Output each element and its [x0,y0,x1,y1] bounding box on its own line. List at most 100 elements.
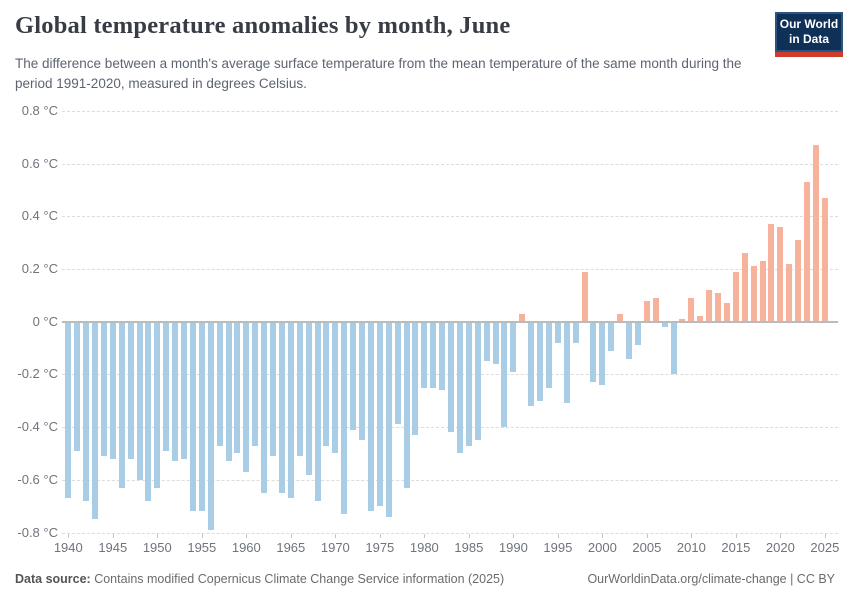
bar-1955[interactable] [198,321,205,512]
bar-2021[interactable] [786,263,793,322]
bar-1988[interactable] [492,321,499,364]
bar-1992[interactable] [528,321,535,407]
bar-1973[interactable] [359,321,366,441]
bar-2014[interactable] [723,303,730,322]
bar-2002[interactable] [617,313,624,322]
bar-2006[interactable] [652,297,659,322]
bar-1961[interactable] [252,321,259,446]
bar-1986[interactable] [474,321,481,441]
bar-2013[interactable] [715,292,722,322]
bar-2008[interactable] [670,321,677,375]
x-axis-label-2025: 2025 [810,539,840,555]
bar-1971[interactable] [341,321,348,515]
bar-1956[interactable] [207,321,214,530]
bar-1991[interactable] [519,313,526,322]
bar-1952[interactable] [172,321,179,462]
bar-1994[interactable] [545,321,552,388]
bar-1996[interactable] [563,321,570,404]
bar-2009[interactable] [679,319,686,322]
owid-url-license[interactable]: OurWorldinData.org/climate-change | CC B… [587,572,835,586]
bar-1957[interactable] [216,321,223,446]
bar-1970[interactable] [332,321,339,454]
bar-1989[interactable] [501,321,508,428]
bar-1997[interactable] [572,321,579,343]
y-axis-label-0.8: 0.8 °C [21,102,58,118]
x-axis-label-1945: 1945 [98,539,128,555]
bar-1953[interactable] [181,321,187,459]
bar-2022[interactable] [795,239,802,322]
bar-2010[interactable] [688,297,695,322]
y-gridline-0.4 [62,216,838,218]
bar-2024[interactable] [812,145,819,322]
bar-1965[interactable] [287,321,294,499]
bar-1948[interactable] [136,321,143,480]
bar-1968[interactable] [314,321,321,501]
bar-1963[interactable] [270,321,277,457]
bar-1951[interactable] [163,321,170,451]
x-tick-1975 [379,533,381,538]
bar-2018[interactable] [759,261,766,322]
bar-1998[interactable] [581,271,588,322]
bar-2015[interactable] [732,271,739,322]
bar-2001[interactable] [608,321,615,351]
bar-2019[interactable] [768,224,775,322]
bar-1985[interactable] [465,321,472,446]
chart-footer: Data source: Contains modified Copernicu… [0,566,850,600]
bar-1975[interactable] [376,321,383,507]
x-axis-label-2020: 2020 [765,539,795,555]
bar-1972[interactable] [350,321,357,430]
bar-1954[interactable] [189,321,196,512]
bar-1979[interactable] [412,321,419,436]
bar-2000[interactable] [599,321,606,385]
bar-1960[interactable] [243,321,250,472]
bar-1945[interactable] [109,321,116,459]
x-axis-label-1975: 1975 [365,539,395,555]
bar-2004[interactable] [634,321,641,346]
bar-1949[interactable] [145,321,152,501]
bar-2023[interactable] [804,181,811,322]
owid-logo[interactable]: Our World in Data [775,12,843,52]
bar-1976[interactable] [385,321,392,517]
bar-1942[interactable] [83,321,90,501]
bar-1999[interactable] [590,321,597,383]
bar-1969[interactable] [323,321,330,446]
y-axis-label--0.8: -0.8 °C [17,524,58,540]
bar-1984[interactable] [456,321,463,454]
bar-1980[interactable] [421,321,428,388]
bar-1946[interactable] [118,321,125,488]
bar-1947[interactable] [127,321,134,459]
bar-2012[interactable] [706,290,713,322]
bar-2020[interactable] [777,226,784,322]
bar-1990[interactable] [510,321,517,372]
bar-1974[interactable] [367,321,374,512]
x-axis-label-1940: 1940 [53,539,83,555]
bar-2017[interactable] [750,266,757,322]
bar-1941[interactable] [74,321,81,451]
bar-1967[interactable] [305,321,312,475]
bar-1962[interactable] [261,321,268,494]
bar-1958[interactable] [225,321,232,462]
bar-2005[interactable] [643,300,650,322]
bar-2025[interactable] [821,197,828,322]
bar-1978[interactable] [403,321,410,488]
bar-1959[interactable] [234,321,241,454]
bar-1982[interactable] [439,321,446,391]
bar-1995[interactable] [554,321,561,343]
bar-1966[interactable] [296,321,303,457]
bar-1964[interactable] [278,321,285,494]
bar-2016[interactable] [741,253,748,322]
bar-2003[interactable] [626,321,633,359]
bar-1943[interactable] [92,321,98,520]
x-axis-label-2005: 2005 [632,539,662,555]
bar-1940[interactable] [65,321,72,499]
y-gridline--0.8 [62,532,838,534]
bar-2011[interactable] [697,316,704,322]
bar-1950[interactable] [154,321,161,488]
bar-1983[interactable] [448,321,455,433]
bar-1944[interactable] [100,321,107,457]
bar-1981[interactable] [430,321,437,388]
bar-1977[interactable] [394,321,401,425]
bar-1987[interactable] [483,321,490,362]
bar-2007[interactable] [661,321,668,327]
bar-1993[interactable] [537,321,544,401]
